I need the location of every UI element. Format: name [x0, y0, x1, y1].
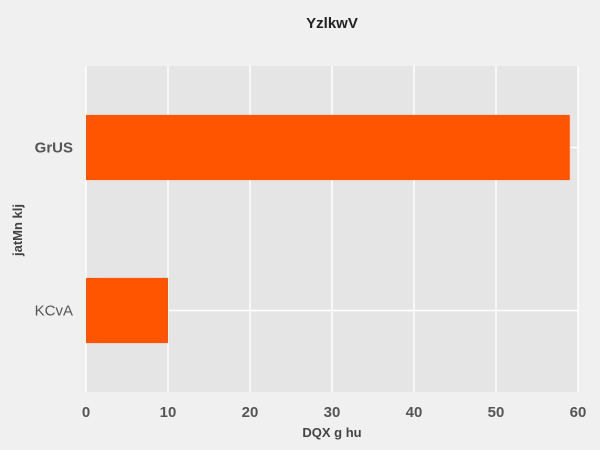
y-axis-ticks: GrUS KCvA: [35, 140, 73, 320]
bar-KCvA: [86, 277, 168, 344]
y-axis-label: jatMn klj: [10, 204, 25, 257]
x-tick-label: 60: [570, 404, 587, 421]
x-tick-label: 30: [324, 404, 341, 421]
x-tick-label: 20: [242, 404, 259, 421]
bars: [86, 114, 570, 344]
x-tick-label: 0: [82, 404, 90, 421]
x-axis-ticks: 0 10 20 30 40 50 60: [82, 404, 587, 421]
chart-title: YzlkwV: [306, 15, 358, 32]
x-tick-label: 50: [488, 404, 505, 421]
x-tick-label: 40: [406, 404, 423, 421]
x-axis-label: DQX g hu: [302, 425, 361, 440]
y-tick-label: KCvA: [35, 303, 73, 320]
x-tick-label: 10: [160, 404, 177, 421]
bar-GrUS: [86, 114, 570, 181]
y-tick-label: GrUS: [35, 140, 73, 157]
